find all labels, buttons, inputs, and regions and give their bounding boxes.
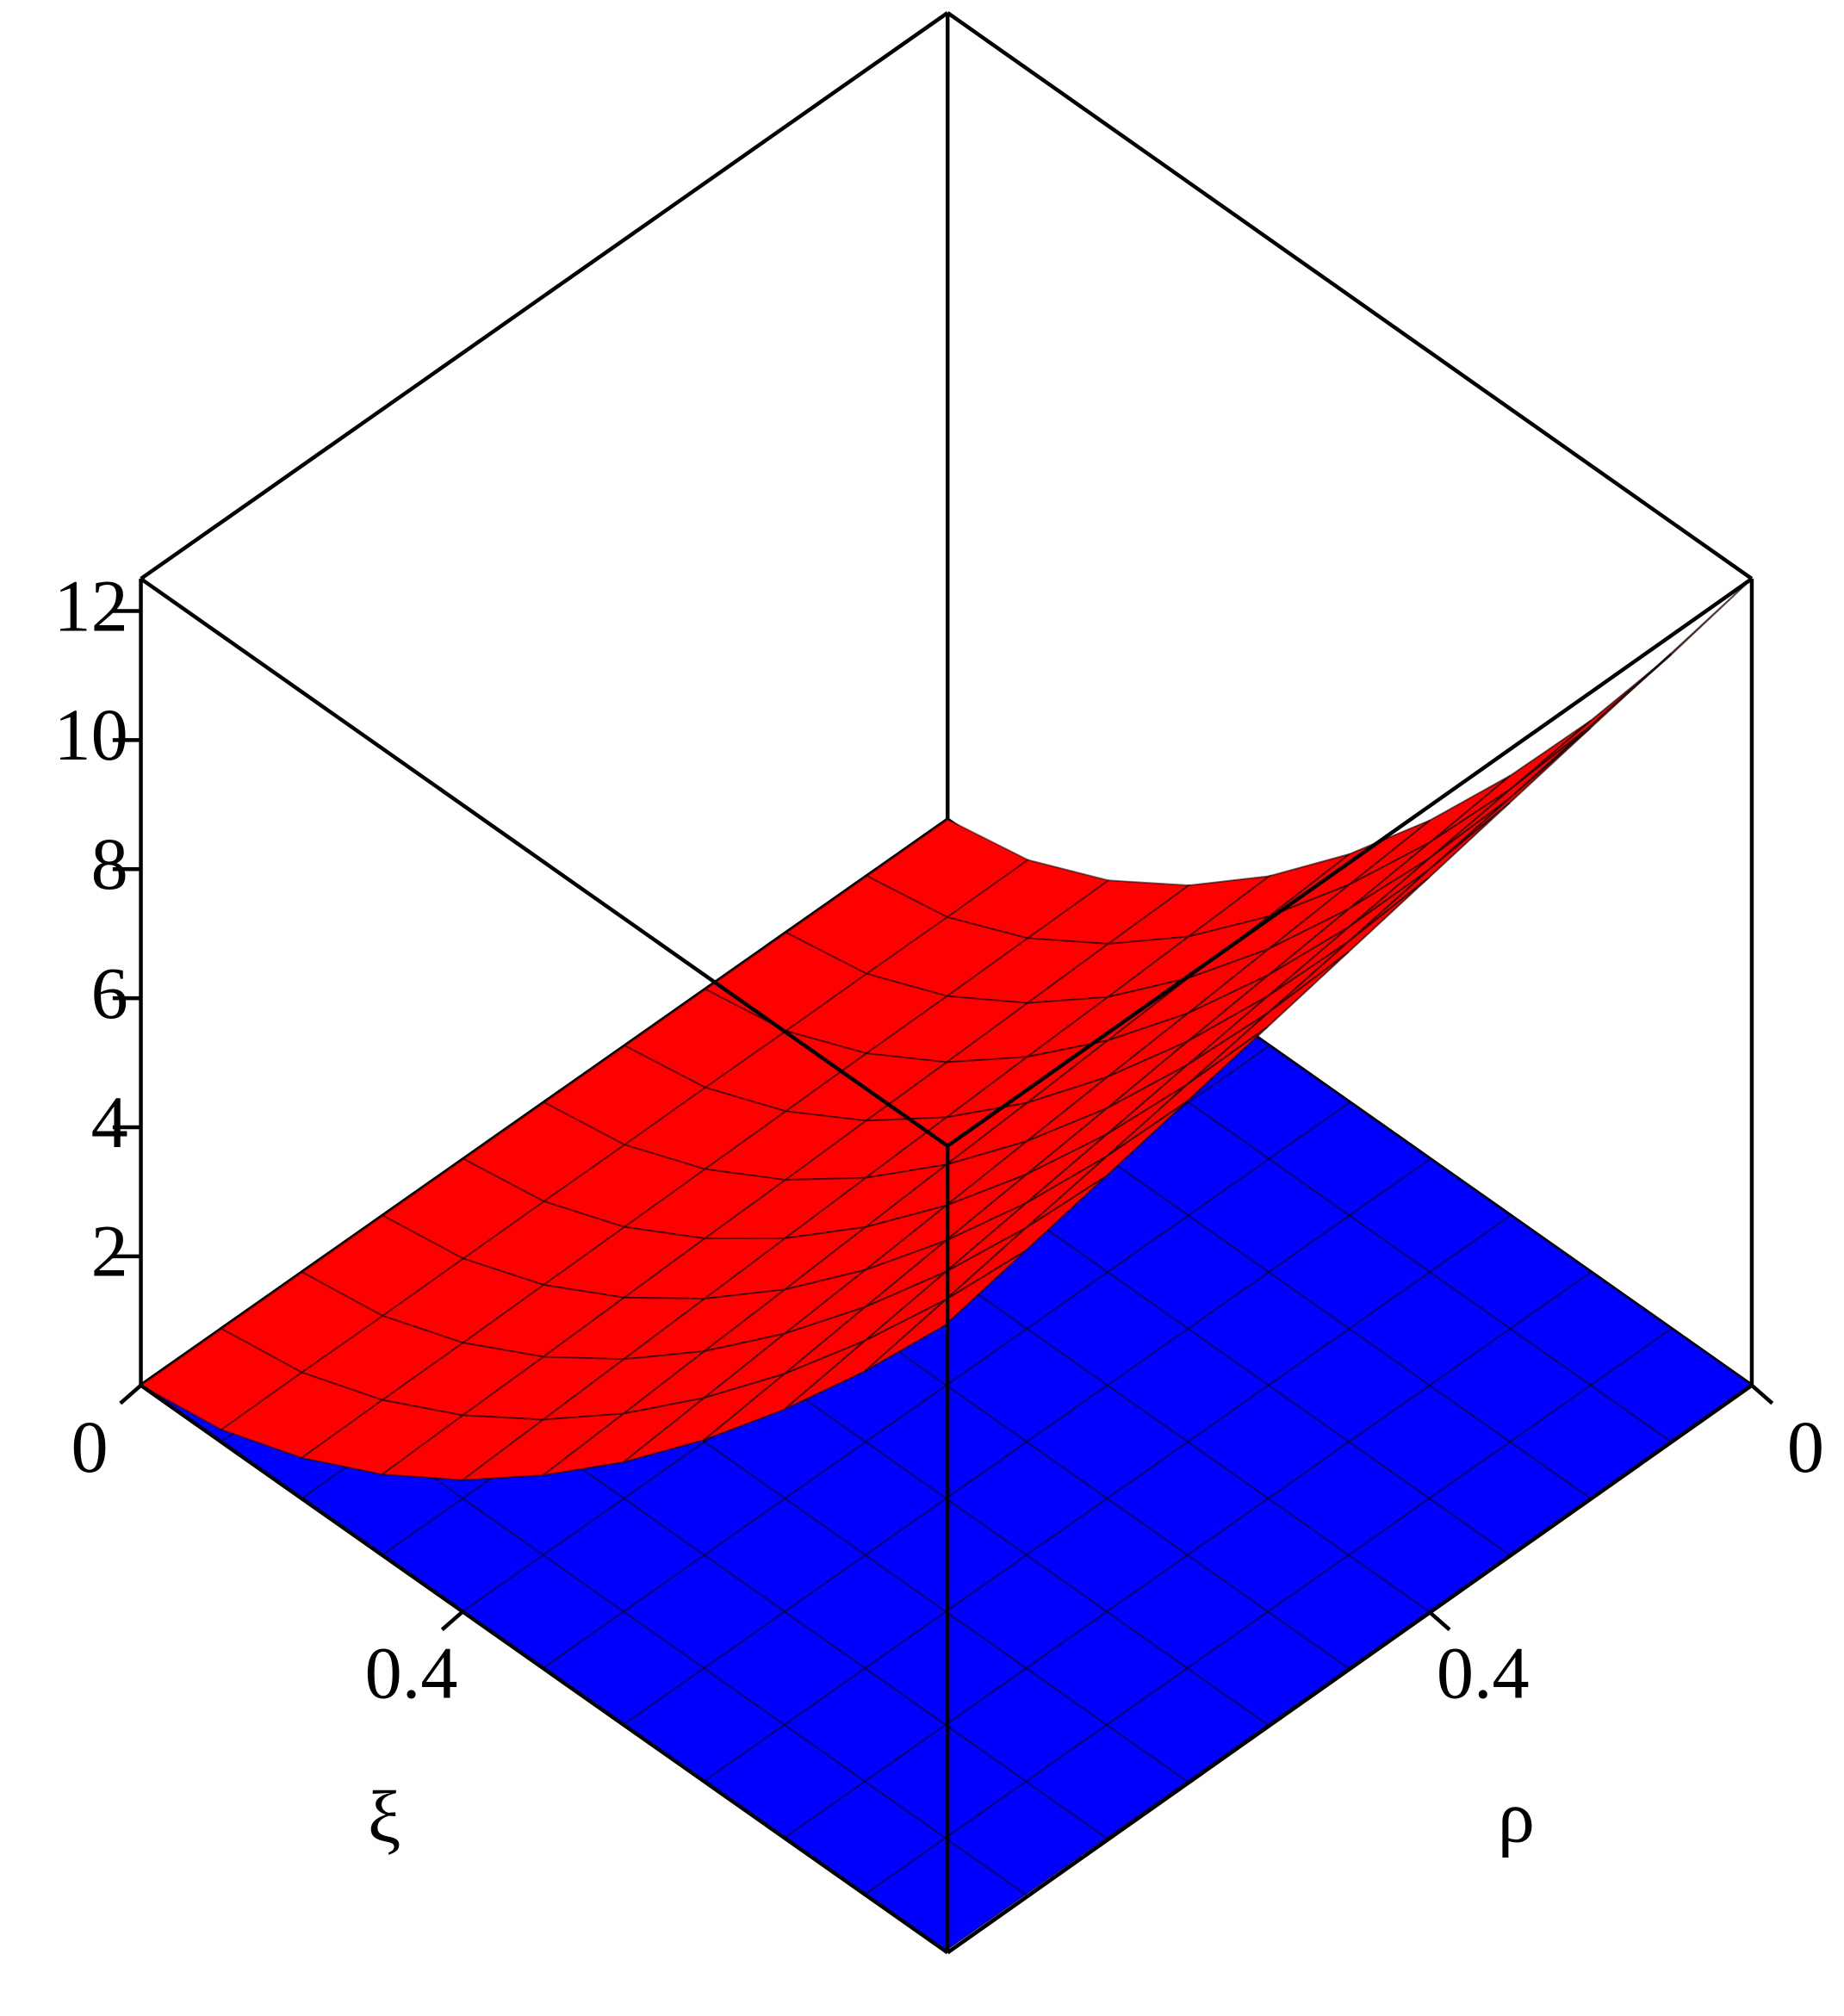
surface-patch [1429, 719, 1592, 844]
surface-patch [1429, 725, 1592, 859]
box-edge [140, 577, 949, 1148]
xi-tick-label: 0 [71, 1405, 109, 1488]
z-tick-label: 12 [53, 564, 127, 647]
z-tick-label: 10 [53, 693, 127, 776]
axis-xi [140, 1383, 949, 1955]
axis-rho [946, 1383, 1754, 1955]
box-edge [946, 577, 1754, 1148]
z-tick-label: 8 [91, 822, 128, 905]
box-edge [946, 11, 1754, 580]
ticks: 2 4 6 8 10 12 0 0.4 0 0.4 ξ ρ [53, 564, 1823, 1858]
rho-axis-label: ρ [1498, 1776, 1535, 1858]
box-front [140, 577, 1754, 1955]
rho-tick-label: 0 [1787, 1405, 1824, 1488]
surface-patch [864, 1250, 1027, 1373]
box-edge [140, 11, 949, 580]
z-tick-label: 6 [91, 952, 128, 1034]
z-tick-label: 4 [91, 1081, 128, 1163]
rho-tick-label: 0.4 [1437, 1632, 1530, 1715]
xi-tick-label: 0.4 [365, 1632, 458, 1715]
xi-axis-label: ξ [368, 1776, 400, 1858]
xi-tick [119, 1384, 143, 1405]
z-tick-label: 2 [91, 1210, 128, 1293]
xi-tick [440, 1610, 464, 1632]
rho-tick [1750, 1384, 1774, 1405]
rho-tick [1427, 1610, 1451, 1632]
